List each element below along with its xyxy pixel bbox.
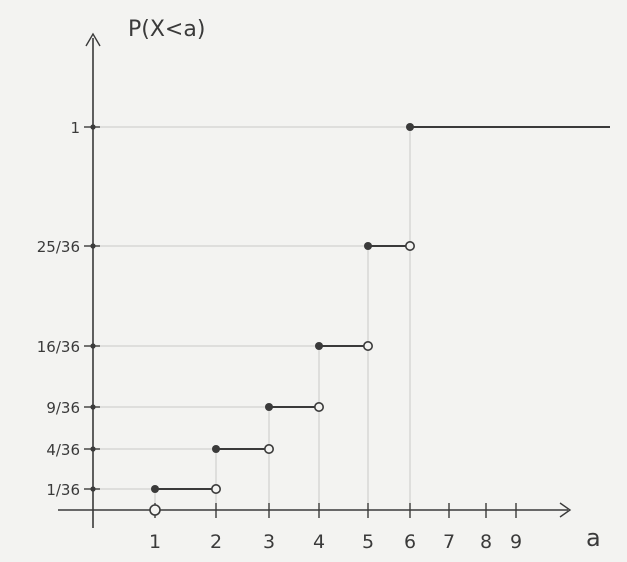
y-tick-dot-3 [90,343,96,349]
x-tick-label-8: 9 [510,531,522,553]
open-dot-3 [362,340,373,351]
y-axis-label: P(X<a) [128,17,205,42]
axis-open-dot-0 [149,504,161,516]
x-tick-label-5: 6 [404,531,416,553]
y-tick-dot-0 [90,486,96,492]
open-dot-1 [263,443,274,454]
x-axis-arrow-icon [559,502,572,518]
closed-dot-0 [151,485,159,493]
y-tick-label-2: 9/36 [46,399,80,417]
step-segments [155,126,610,490]
x-tick-label-6: 7 [443,531,455,553]
x-tick-label-7: 8 [480,531,492,553]
closed-dot-1 [212,445,220,453]
y-tick-label-3: 16/36 [37,338,80,356]
closed-dot-4 [364,242,372,250]
x-tick-label-2: 3 [263,531,275,553]
y-tick-label-0: 1/36 [46,481,80,499]
guide-lines [100,126,411,510]
open-dot-2 [313,401,324,412]
closed-dot-2 [265,403,273,411]
x-tick-label-4: 5 [362,531,374,553]
y-tick-label-5: 1 [70,119,80,137]
x-tick-label-1: 2 [210,531,222,553]
axes [58,32,572,528]
y-tick-label-1: 4/36 [46,441,80,459]
closed-dot-3 [315,342,323,350]
x-tick-label-0: 1 [149,531,161,553]
y-tick-label-4: 25/36 [37,238,80,256]
step-markers [149,123,415,516]
y-ticks: 1/36 4/36 9/36 16/36 25/36 1 [37,119,100,499]
y-tick-dot-5 [90,124,96,130]
open-dot-0 [211,483,222,494]
y-tick-dot-2 [90,404,96,410]
x-tick-label-3: 4 [313,531,325,553]
closed-dot-5 [406,123,414,131]
open-dot-4 [404,241,415,252]
x-axis-label: a [586,524,601,552]
y-axis-arrow-icon [85,32,101,47]
y-tick-dot-4 [90,243,96,249]
y-tick-dot-1 [90,446,96,452]
